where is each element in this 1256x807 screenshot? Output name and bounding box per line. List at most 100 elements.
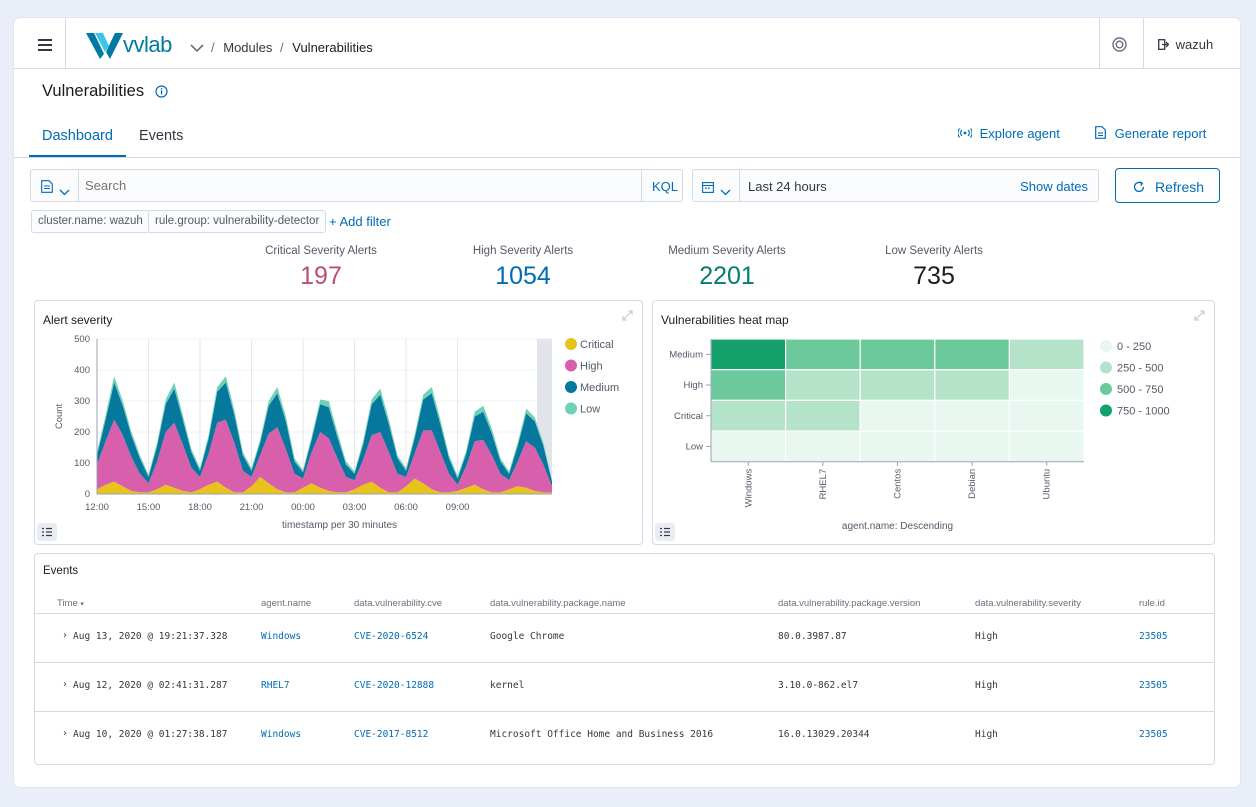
heat-cell: [785, 338, 861, 371]
legend-swatch-medium: [565, 381, 577, 393]
stat-critical-label: Critical Severity Alerts: [265, 245, 377, 257]
heat-cell: [859, 338, 936, 371]
expand-row-icon[interactable]: ›: [62, 728, 68, 739]
legend-toggle-icon[interactable]: [37, 523, 57, 541]
column-header-cve[interactable]: data.vulnerability.cve: [354, 598, 443, 609]
app-window: vvlab / Modules / Vulnerabilities wazuh …: [14, 18, 1240, 787]
query-bar: KQL: [30, 169, 683, 202]
show-dates-button[interactable]: Show dates: [1020, 179, 1088, 194]
heat-cell: [1008, 399, 1085, 432]
page-title: Vulnerabilities: [42, 82, 145, 100]
x-tick-label: 06:00: [394, 502, 418, 513]
table-row[interactable]: › Aug 13, 2020 @ 19:21:37.328 Windows CV…: [35, 613, 1214, 662]
signal-icon: [957, 126, 973, 141]
refresh-button[interactable]: Refresh: [1115, 168, 1220, 203]
refresh-icon: [1133, 180, 1145, 198]
alert-severity-panel: Alert severity 0 100 200 300 400 500 15:00 18:0…: [34, 300, 643, 545]
x-tick-label: 00:00: [291, 502, 315, 513]
column-header-rule-id[interactable]: rule.id: [1139, 598, 1165, 609]
calendar-icon: [702, 180, 714, 198]
heat-cell: [859, 399, 936, 432]
x-tick-label: 03:00: [343, 502, 367, 513]
heat-cell: [859, 369, 936, 401]
column-header-severity[interactable]: data.vulnerability.severity: [975, 598, 1081, 609]
explore-agent-button[interactable]: Explore agent: [957, 126, 1060, 141]
heat-cell: [710, 430, 787, 463]
filter-pill-cluster[interactable]: cluster.name: wazuh: [31, 210, 150, 233]
heat-cell: [785, 430, 861, 463]
stat-high-label: High Severity Alerts: [472, 245, 574, 257]
y-tick-label: Critical: [674, 411, 703, 422]
legend-label: 500 - 750: [1117, 384, 1163, 396]
heat-cell: [785, 399, 861, 432]
legend-label-low: Low: [580, 404, 600, 416]
legend-swatch: [1100, 404, 1112, 417]
heat-cell: [934, 430, 1010, 463]
tabs-divider: [14, 157, 1240, 158]
help-icon[interactable]: [1112, 37, 1127, 57]
x-tick-label: Debian: [967, 469, 978, 499]
panel-title: Alert severity: [43, 313, 113, 327]
legend-label: 750 - 1000: [1117, 406, 1170, 418]
y-tick-label: 500: [74, 334, 90, 345]
heat-cell: [934, 369, 1010, 401]
search-input[interactable]: [85, 174, 625, 197]
chevron-down-icon: [720, 183, 731, 201]
legend-swatch-low: [565, 402, 577, 415]
x-axis-label: agent.name: Descending: [842, 521, 953, 532]
stat-medium-label: Medium Severity Alerts: [668, 245, 786, 257]
expand-row-icon[interactable]: ›: [62, 630, 68, 641]
stat-medium-value: 2201: [699, 262, 755, 290]
top-navbar: vvlab / Modules / Vulnerabilities wazuh: [14, 18, 1240, 69]
stat-critical-value: 197: [300, 262, 342, 290]
add-filter-button[interactable]: + Add filter: [329, 214, 391, 229]
generate-report-button[interactable]: Generate report: [1095, 126, 1206, 142]
column-header-time[interactable]: Time ▾: [57, 598, 84, 609]
y-tick-label: Low: [686, 441, 704, 452]
filter-pill-rule-group[interactable]: rule.group: vulnerability-detector: [148, 210, 327, 233]
heat-cell: [710, 338, 787, 371]
y-tick-label: 300: [74, 396, 90, 407]
chevron-down-icon: [59, 183, 70, 201]
y-tick-label: 100: [74, 458, 90, 469]
x-tick-label: RHEL7: [818, 469, 829, 500]
x-tick-label: Centos: [893, 469, 904, 499]
column-header-agent[interactable]: agent.name: [261, 598, 312, 609]
quick-menu-button[interactable]: [693, 170, 740, 201]
legend-swatch: [1100, 340, 1112, 352]
alert-severity-chart: 0 100 200 300 400 500 15:00 18:00 21:00 00:00 03:0…: [54, 334, 619, 531]
time-range-label[interactable]: Last 24 hours: [748, 179, 827, 194]
legend-label: 250 - 500: [1117, 363, 1163, 375]
heat-map-panel: Vulnerabilities heat map Medium High Criti…: [652, 300, 1215, 545]
tab-events[interactable]: Events: [139, 128, 184, 144]
heat-cell: [1008, 338, 1085, 371]
x-tick-label: 21:00: [240, 502, 264, 513]
heat-cell: [934, 338, 1010, 371]
table-row[interactable]: › Aug 10, 2020 @ 01:27:38.187 Windows CV…: [35, 711, 1214, 760]
kql-button[interactable]: KQL: [641, 170, 683, 201]
menu-icon[interactable]: [38, 38, 52, 51]
column-header-package-name[interactable]: data.vulnerability.package.name: [490, 598, 626, 609]
heat-cell: [1008, 430, 1085, 463]
breadcrumb-modules[interactable]: Modules: [223, 40, 273, 55]
heat-cell: [859, 430, 936, 463]
breadcrumb-current: Vulnerabilities: [292, 40, 373, 55]
column-header-package-version[interactable]: data.vulnerability.package.version: [778, 598, 921, 609]
panel-title: Vulnerabilities heat map: [661, 313, 789, 327]
events-panel: Events Time ▾ agent.name data.vulnerabil…: [34, 553, 1215, 765]
expand-icon[interactable]: [1193, 309, 1206, 327]
legend-swatch: [1100, 361, 1112, 374]
x-axis-label: timestamp per 30 minutes: [282, 520, 397, 531]
legend-toggle-icon[interactable]: [655, 523, 675, 541]
chevron-down-icon[interactable]: [190, 40, 204, 58]
table-row[interactable]: › Aug 12, 2020 @ 02:41:31.287 RHEL7 CVE-…: [35, 662, 1214, 711]
saved-query-button[interactable]: [31, 170, 79, 201]
info-icon[interactable]: [155, 85, 168, 103]
expand-row-icon[interactable]: ›: [62, 679, 68, 690]
x-tick-label: 09:00: [446, 502, 470, 513]
expand-icon[interactable]: [621, 309, 634, 327]
heat-map-chart: Medium High Critical Low Windows RHEL7 Centos D…: [669, 338, 1170, 532]
user-menu[interactable]: wazuh: [1158, 37, 1213, 53]
series-area-medium: [97, 382, 552, 487]
tab-dashboard[interactable]: Dashboard: [42, 128, 113, 144]
